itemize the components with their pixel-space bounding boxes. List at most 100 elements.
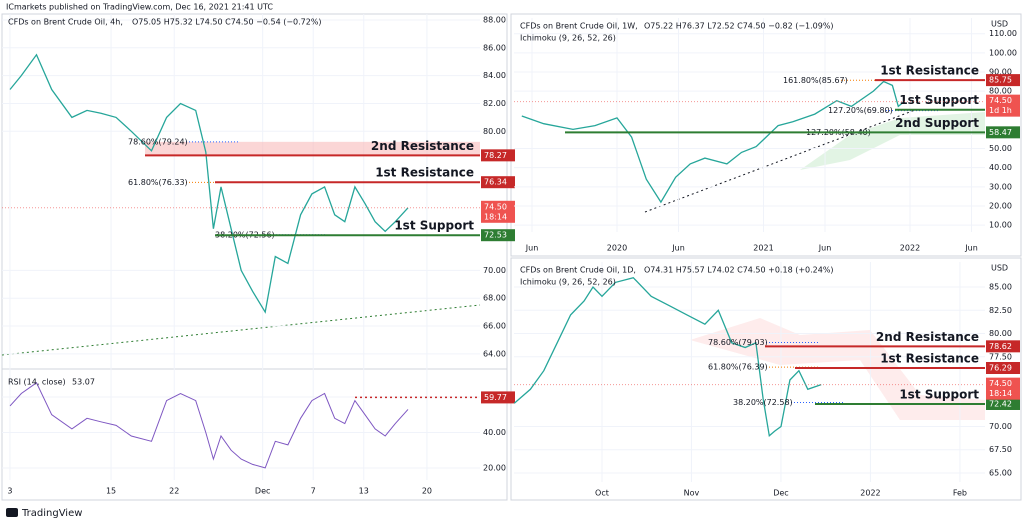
quote: O75.22 H76.37 L72.52 C74.50 −0.82 (−1.09…	[644, 22, 834, 31]
level-name: 1st Resistance	[880, 352, 979, 366]
level-name: 1st Resistance	[375, 166, 474, 180]
level-name: 2nd Support	[895, 116, 979, 130]
chart-title: CFDs on Brent Crude Oil, 4h,	[8, 18, 123, 27]
x-tick-label: 2022	[900, 244, 920, 253]
x-tick-label: 22	[169, 487, 179, 496]
level-name: 1st Support	[899, 93, 979, 107]
level-name: 1st Support	[394, 219, 474, 233]
y-tick-label: 80.00	[989, 87, 1012, 96]
y-tick-label: 64.00	[483, 349, 506, 358]
indicator: Ichimoku (9, 26, 52, 26)	[520, 34, 616, 43]
level-name: 2nd Resistance	[876, 330, 979, 344]
price-box	[986, 74, 1020, 87]
y-tick-label: 84.00	[483, 71, 506, 80]
trendline	[644, 109, 916, 213]
left-panel	[1, 13, 508, 501]
last-price-box	[481, 200, 515, 223]
chart-title: CFDs on Brent Crude Oil, 1W,	[520, 22, 638, 31]
y-tick-label: 10.00	[989, 221, 1012, 230]
fib-label: 161.80%(85.67)	[783, 76, 848, 85]
x-tick-label: Feb	[953, 489, 967, 498]
x-tick-label: 2020	[607, 244, 627, 253]
x-tick-label: 2022	[860, 489, 880, 498]
x-tick-label: Jun	[818, 244, 832, 253]
price-box	[481, 149, 515, 162]
price-box	[986, 362, 1020, 375]
fib-label: 61.80%(76.33)	[128, 178, 188, 187]
ichimoku-cloud	[690, 318, 985, 420]
price-box	[481, 229, 515, 242]
fib-label: 78.60%(79.03)	[708, 338, 768, 347]
x-tick-label: Dec	[773, 489, 788, 498]
y-tick-label: 40.00	[989, 163, 1012, 172]
price-box	[986, 340, 1020, 353]
x-tick-label: Nov	[684, 489, 700, 498]
y-tick-label: 20.00	[989, 201, 1012, 210]
x-tick-label: Dec	[255, 487, 270, 496]
y-tick-label: 68.00	[483, 294, 506, 303]
fib-label: 78.60%(79.24)	[128, 137, 188, 146]
countdown: 18:14	[484, 212, 507, 221]
fib-label: 38.20%(72.58)	[733, 398, 793, 407]
price-line	[9, 53, 409, 314]
price-box-label: 72.42	[989, 399, 1012, 408]
y-tick-label: 86.00	[483, 43, 506, 52]
y-tick-label: 88.00	[483, 15, 506, 24]
level-name: 1st Support	[899, 387, 979, 401]
x-tick-label: 20	[422, 487, 432, 496]
y-tick-label: 82.00	[483, 99, 506, 108]
price-box-label: 85.75	[989, 76, 1012, 85]
y-tick-label: 80.00	[483, 127, 506, 136]
y-tick-label: 90.00	[989, 67, 1012, 76]
y-tick-label: 77.50	[989, 352, 1012, 361]
countdown: 18:14	[989, 389, 1012, 398]
quote: O75.05 H75.32 L74.50 C74.50 −0.54 (−0.72…	[132, 18, 322, 27]
x-tick-label: 13	[359, 487, 369, 496]
y-tick-label: 66.00	[483, 322, 506, 331]
last-price-label: 74.50	[484, 202, 507, 211]
fib-label: 127.20%(69.80)	[828, 106, 893, 115]
x-tick-label: 7	[311, 487, 316, 496]
y-tick-label: 100.00	[989, 48, 1017, 57]
price-line	[513, 276, 822, 438]
fib-label: 61.80%(76.39)	[708, 363, 768, 372]
price-box-label: 76.34	[484, 178, 507, 187]
y-tick-label: 82.50	[989, 306, 1012, 315]
indicator: Ichimoku (9, 26, 52, 26)	[520, 278, 616, 287]
x-tick-label: Jun	[964, 244, 978, 253]
y-tick-label: 67.50	[989, 445, 1012, 454]
price-box-label: 58.47	[989, 128, 1012, 137]
x-tick-label: Jun	[671, 244, 685, 253]
price-box-label: 59.77	[484, 393, 507, 402]
trendline	[1, 304, 481, 356]
resistance-zone	[145, 141, 480, 156]
y-tick-label: 65.00	[989, 468, 1012, 477]
x-tick-label: Oct	[595, 489, 609, 498]
chart-title: CFDs on Brent Crude Oil, 1D,	[520, 266, 636, 275]
countdown: 1d 1h	[989, 106, 1012, 115]
y-tick-label: 85.00	[989, 283, 1012, 292]
quote: O74.31 H75.57 L74.02 C74.50 +0.18 (+0.24…	[644, 266, 834, 275]
y-tick-label: 80.00	[989, 329, 1012, 338]
y-tick-label: 30.00	[989, 182, 1012, 191]
y-tick-label: 20.00	[483, 463, 506, 472]
rsi-line	[9, 382, 409, 469]
price-box	[481, 391, 515, 404]
price-box-label: 76.29	[989, 364, 1012, 373]
logo	[6, 508, 18, 517]
price-box-label: 78.27	[484, 151, 507, 160]
price-line	[521, 80, 905, 204]
price-box-label: 78.62	[989, 342, 1012, 351]
y-tick-label: 70.00	[483, 266, 506, 275]
top-right-panel	[510, 13, 1022, 257]
x-tick-label: 3	[7, 487, 12, 496]
x-tick-label: 15	[106, 487, 116, 496]
price-box	[986, 126, 1020, 139]
level-name: 1st Resistance	[880, 64, 979, 78]
rsi-value: 53.07	[72, 378, 95, 387]
last-price-label: 74.50	[989, 379, 1012, 388]
rsi-title: RSI (14, close)	[8, 378, 66, 387]
